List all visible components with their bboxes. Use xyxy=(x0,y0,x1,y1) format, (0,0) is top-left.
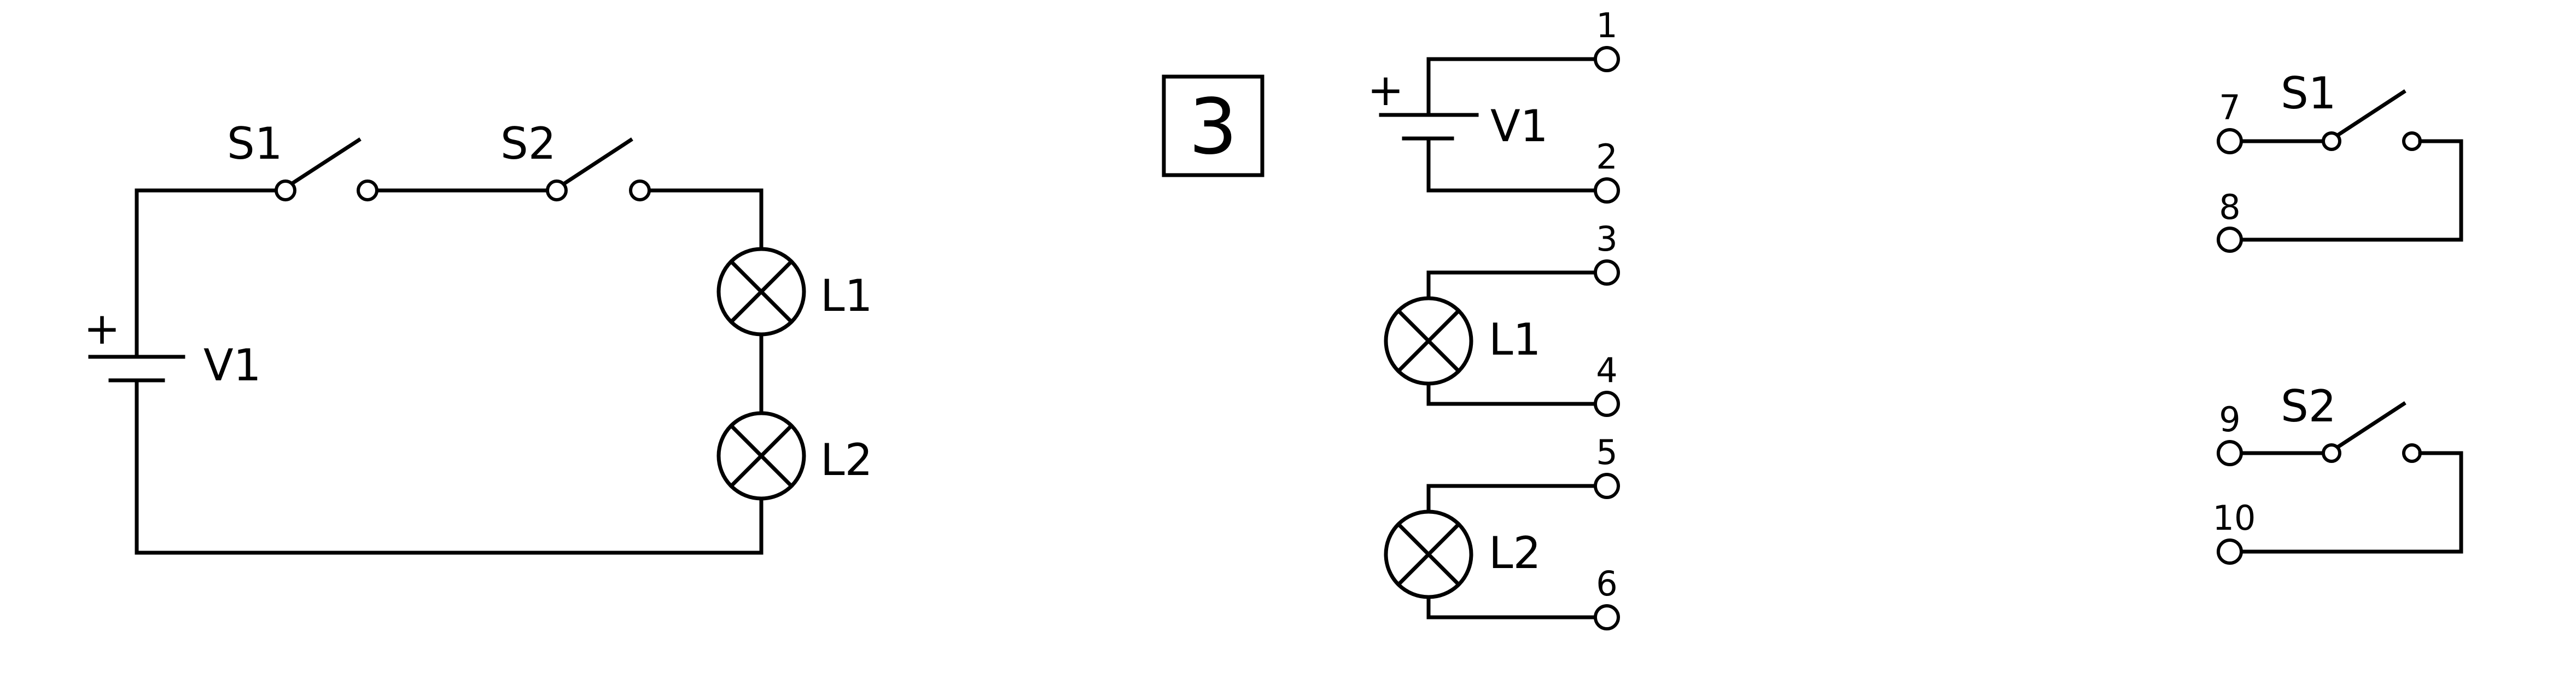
switch-s1-component xyxy=(2217,89,2463,253)
battery-v1-component xyxy=(1379,46,1620,204)
terminal-8[interactable] xyxy=(2217,227,2243,253)
terminal-2-label: 2 xyxy=(1596,137,1617,177)
terminal-3-label: 3 xyxy=(1596,219,1617,259)
task-number: 3 xyxy=(1188,83,1237,172)
terminal-10[interactable] xyxy=(2217,538,2243,565)
lamp-l2-label: L2 xyxy=(820,435,872,485)
battery-v1-label-2: V1 xyxy=(1490,101,1548,152)
terminal-3[interactable] xyxy=(1594,259,1620,286)
lamp-l1-component xyxy=(1384,259,1620,417)
terminal-7[interactable] xyxy=(2217,128,2243,154)
terminal-5-label: 5 xyxy=(1596,432,1617,472)
lamp-l1-symbol xyxy=(716,247,806,337)
lamp-l1-label: L1 xyxy=(820,270,872,321)
battery-v1-symbol xyxy=(88,355,185,383)
terminal-6[interactable] xyxy=(1594,604,1620,630)
switch-s1-label: S1 xyxy=(227,118,283,169)
terminal-4-label: 4 xyxy=(1596,350,1617,390)
terminal-9-label: 9 xyxy=(2219,399,2240,439)
switch-s2-label-2: S2 xyxy=(2281,381,2336,432)
series-circuit-schematic: + V1 S1 S2 L1 L2 xyxy=(84,118,872,555)
lamp-l2-label-2: L2 xyxy=(1489,528,1541,578)
terminal-7-label: 7 xyxy=(2219,88,2240,128)
switch-s2-label: S2 xyxy=(500,118,556,169)
terminal-8-label: 8 xyxy=(2219,187,2240,227)
terminal-9[interactable] xyxy=(2217,440,2243,466)
switch-s2-symbol xyxy=(546,137,651,201)
lamp-l2-symbol xyxy=(716,411,806,501)
terminal-5[interactable] xyxy=(1594,473,1620,499)
battery-v1-label: V1 xyxy=(203,340,261,391)
task-number-box: 3 xyxy=(1162,74,1264,177)
switch-s1-symbol xyxy=(275,137,378,201)
battery-plus-sign-2: + xyxy=(1367,65,1404,115)
switch-s2-component xyxy=(2217,401,2463,565)
switch-s1-label-2: S1 xyxy=(2281,68,2336,119)
terminal-1-label: 1 xyxy=(1596,5,1617,45)
lamp-l2-component xyxy=(1384,473,1620,630)
battery-plus-sign: + xyxy=(84,303,120,354)
terminal-2[interactable] xyxy=(1594,177,1620,204)
terminal-1[interactable] xyxy=(1594,46,1620,72)
lamp-l1-label-2: L1 xyxy=(1489,314,1541,365)
terminal-6-label: 6 xyxy=(1596,564,1617,604)
terminal-4[interactable] xyxy=(1594,391,1620,417)
terminal-10-label: 10 xyxy=(2213,498,2256,538)
